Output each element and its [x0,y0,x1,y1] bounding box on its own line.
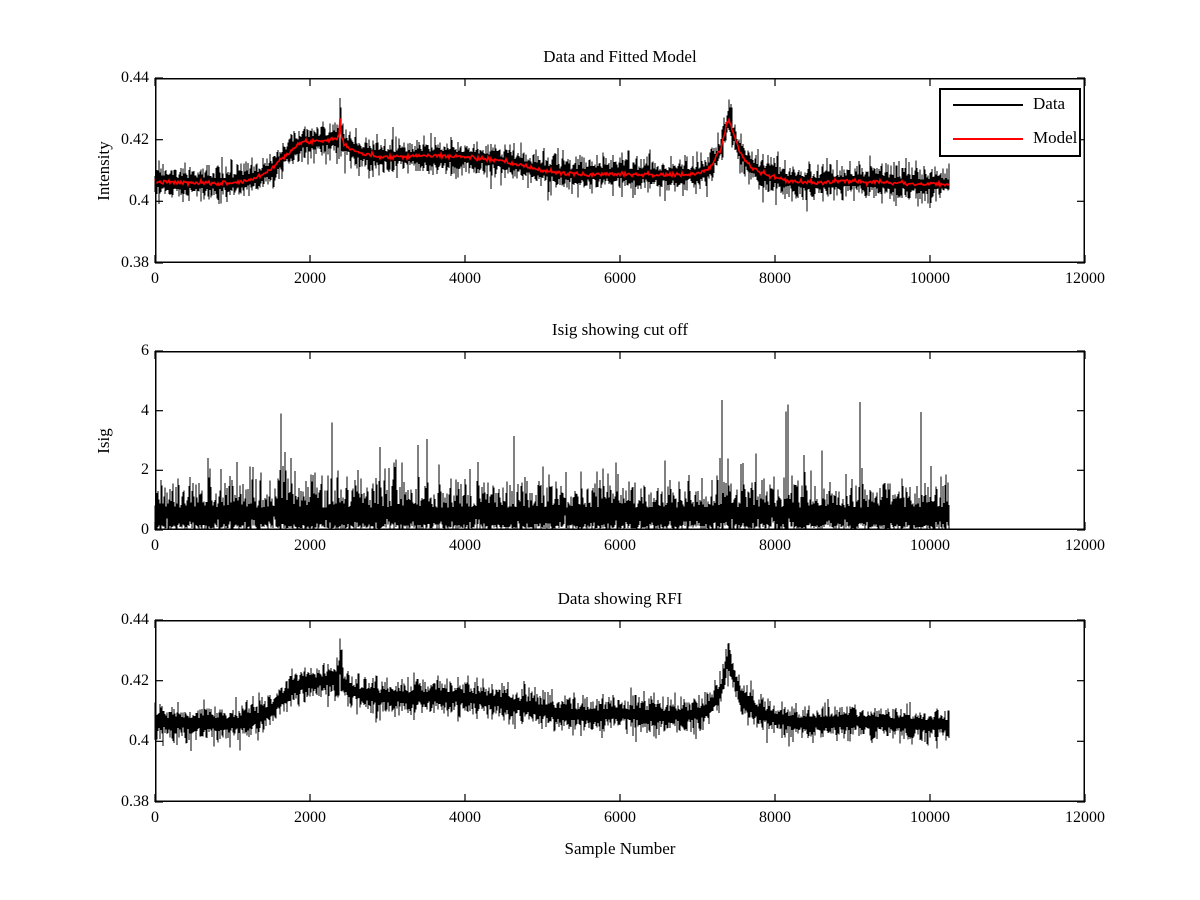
x-tick-label: 0 [151,270,159,287]
x-tick-label: 10000 [910,537,950,554]
x-tick-label: 8000 [759,809,791,826]
y-tick-label: 0.44 [121,611,149,628]
subplot-data-and-fitted-model: Data and Fitted Model Intensity [94,47,1086,264]
y-axis-label-isig: Isig [94,427,113,454]
plot-area-isig-cut-off [154,350,1086,531]
plot-area-data-and-fitted-model [154,77,1086,264]
x-tick-label: 10000 [910,809,950,826]
x-tick-label: 8000 [759,537,791,554]
y-tick-label: 0.38 [121,254,149,271]
y-tick-label: 0.4 [129,192,149,210]
x-tick-label: 12000 [1065,537,1105,554]
y-tick-label: 0.42 [121,671,149,689]
subplot-data-showing-rfi: Data showing RFI [154,589,1086,803]
x-tick-label: 2000 [294,270,326,287]
y-tick-label: 0.38 [121,793,149,810]
subplot-title-isig-cut-off: Isig showing cut off [551,320,689,339]
subplot-isig-cut-off: Isig showing cut off Isig [94,320,1086,531]
x-tick-label: 2000 [294,809,326,826]
y-tick-label: 4 [141,401,149,419]
x-tick-label: 2000 [294,537,326,554]
y-tick-label: 6 [141,342,149,359]
x-tick-label: 12000 [1065,270,1105,287]
subplot-title-data-showing-rfi: Data showing RFI [557,589,683,608]
plot-area-data-showing-rfi [154,619,1086,803]
y-tick-label: 0.44 [121,69,149,86]
x-tick-label: 4000 [449,809,481,826]
x-tick-label: 0 [151,537,159,554]
subplot-title-data-and-fitted-model: Data and Fitted Model [543,47,697,66]
y-tick-label: 0.4 [129,732,149,750]
x-tick-label: 0 [151,809,159,826]
x-tick-label: 4000 [449,270,481,287]
y-tick-label: 0.42 [121,130,149,148]
y-axis-label-intensity: Intensity [94,140,113,201]
legend-line-sample-model [953,138,1023,140]
x-axis-label-sample-number: Sample Number [564,839,676,858]
legend-label-model: Model [1033,128,1078,147]
x-tick-label: 6000 [604,270,636,287]
legend-line-sample-data [953,104,1023,106]
legend[interactable]: Data Model [939,88,1081,157]
x-tick-label: 12000 [1065,809,1105,826]
y-tick-label: 0 [141,521,149,538]
x-tick-label: 4000 [449,537,481,554]
legend-label-data: Data [1033,94,1066,113]
x-tick-label: 10000 [910,270,950,287]
x-tick-label: 6000 [604,809,636,826]
y-tick-label: 2 [141,461,149,479]
x-tick-label: 6000 [604,537,636,554]
x-tick-label: 8000 [759,270,791,287]
